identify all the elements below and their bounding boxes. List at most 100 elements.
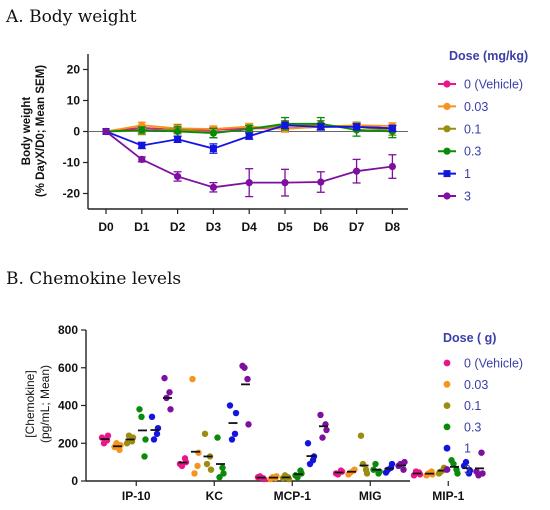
y-tick-label: 20: [67, 63, 81, 77]
legend-label: 3: [464, 190, 471, 204]
series-3: [136, 406, 461, 481]
data-point: [138, 155, 146, 163]
data-point: [384, 466, 392, 473]
y-axis-label-line1: Body weight: [21, 97, 33, 166]
legend-marker: [443, 380, 451, 388]
data-point: [401, 458, 408, 466]
data-point: [281, 121, 289, 129]
data-point: [138, 141, 146, 149]
data-point: [400, 466, 407, 473]
x-tick-label: MIG: [359, 489, 382, 503]
legend-marker: [443, 444, 451, 452]
y-tick-label: 200: [58, 436, 78, 450]
data-point: [148, 413, 156, 421]
chart-title: A. Body weight: [5, 7, 137, 27]
data-point: [241, 364, 248, 371]
data-point: [338, 468, 346, 475]
legend-label: 1: [464, 167, 471, 181]
data-point: [161, 374, 168, 382]
legend-label: 0 (Vehicle): [464, 78, 523, 92]
data-point: [372, 460, 379, 468]
data-point: [294, 474, 301, 481]
y-axis-label-line2: (pg/mL; Mean): [38, 365, 52, 443]
x-tick-label: MIP-1: [432, 489, 464, 503]
legend-marker: [443, 170, 451, 178]
data-point: [228, 436, 236, 443]
data-point: [209, 183, 217, 191]
y-tick-label: 0: [73, 125, 80, 139]
legend: Dose (mg/kg) 0 (Vehicle) 0.03 0.1 0.3 1 3: [438, 49, 528, 204]
data-point: [245, 125, 253, 133]
x-tick-label: KC: [206, 489, 224, 503]
data-point: [363, 470, 371, 477]
data-point: [245, 179, 253, 187]
legend-marker: [443, 192, 451, 200]
body-weight-chart: A. Body weight 20 10 0 -10 -20 D0 D1 D2 D3 D4 D5 D6 D…: [5, 7, 528, 234]
legend-label: 0.1: [464, 399, 481, 413]
data-point: [102, 127, 110, 136]
y-tick-label: -10: [63, 156, 81, 170]
chart-title: B. Chemokine levels: [6, 269, 181, 289]
legend-label: 0.03: [464, 100, 488, 114]
legend-label: 0 (Vehicle): [464, 357, 523, 371]
legend-label: 3: [464, 463, 471, 477]
data-point: [201, 430, 209, 438]
data-point: [245, 421, 252, 428]
data-point: [203, 460, 211, 468]
data-point: [478, 449, 485, 456]
series-5: [161, 362, 486, 479]
data-point: [104, 432, 112, 439]
y-tick-label: -20: [63, 187, 81, 201]
data-point: [100, 440, 108, 447]
x-tick-label: D0: [98, 220, 114, 234]
y-axis-label-line2: (% DayX/D0; Mean SEM): [35, 65, 47, 197]
data-point: [167, 406, 174, 413]
data-point: [174, 135, 182, 143]
data-point: [117, 441, 124, 449]
x-tick-label: MCP-1: [274, 489, 312, 503]
data-point: [319, 434, 326, 441]
legend-label: 0.1: [464, 122, 481, 136]
data-point: [306, 460, 314, 468]
data-point: [357, 432, 365, 439]
y-tick-label: 10: [67, 94, 81, 108]
y-axis-label: [Chemokine](pg/mL; Mean): [23, 365, 52, 443]
data-point: [194, 462, 201, 470]
data-point: [174, 172, 182, 181]
x-tick-label: D2: [170, 220, 186, 234]
data-point: [304, 440, 312, 447]
data-point: [166, 389, 173, 396]
series-4: [102, 121, 397, 154]
data-point: [209, 129, 217, 137]
legend-marker: [443, 402, 451, 409]
data-point: [388, 124, 396, 132]
series-0: [98, 432, 424, 483]
data-point: [153, 430, 161, 438]
y-axis-label-line1: [Chemokine]: [23, 370, 37, 437]
data-point: [138, 413, 145, 421]
y-tick-label: 600: [58, 361, 78, 375]
x-tick-label: IP-10: [122, 489, 151, 503]
legend-marker: [443, 466, 451, 473]
legend-label: 1: [464, 442, 471, 456]
data-point: [174, 127, 182, 136]
data-point: [353, 167, 361, 175]
data-point: [123, 440, 131, 447]
legend-marker: [443, 359, 451, 367]
data-point: [207, 466, 215, 473]
data-point: [245, 132, 253, 140]
y-tick-label: 400: [58, 399, 78, 413]
data-point: [244, 375, 251, 383]
data-point: [450, 460, 457, 468]
data-point: [416, 471, 424, 478]
series-1: [111, 375, 436, 483]
data-point: [209, 145, 217, 153]
data-point: [191, 470, 198, 477]
data-point: [281, 179, 289, 187]
data-point: [195, 449, 202, 456]
data-point: [220, 470, 227, 477]
legend-marker: [443, 147, 451, 155]
data-point: [226, 402, 234, 409]
series-2: [123, 430, 449, 483]
data-point: [317, 411, 324, 419]
